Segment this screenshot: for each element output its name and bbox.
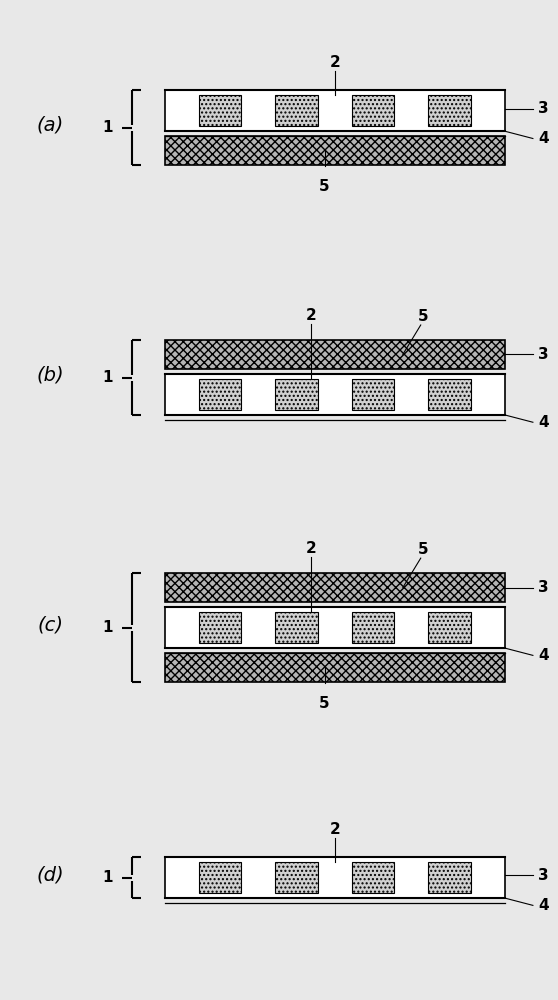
- Bar: [165, 136, 505, 165]
- Bar: [165, 90, 505, 131]
- Text: 1: 1: [103, 370, 113, 385]
- Text: 2: 2: [306, 308, 316, 322]
- Bar: [199, 862, 241, 893]
- Text: 2: 2: [306, 541, 316, 556]
- Bar: [275, 95, 318, 126]
- Text: 5: 5: [319, 179, 330, 194]
- Bar: [199, 612, 241, 643]
- Bar: [429, 95, 471, 126]
- Bar: [165, 573, 505, 602]
- Bar: [275, 379, 318, 410]
- Bar: [352, 862, 395, 893]
- Bar: [199, 379, 241, 410]
- Text: 3: 3: [538, 347, 549, 362]
- Text: 1: 1: [103, 620, 113, 635]
- Bar: [352, 95, 395, 126]
- Text: 4: 4: [538, 415, 549, 430]
- Bar: [165, 653, 505, 682]
- Text: 4: 4: [538, 648, 549, 663]
- Text: 2: 2: [329, 822, 340, 837]
- Text: (c): (c): [37, 615, 63, 635]
- Bar: [352, 612, 395, 643]
- Bar: [165, 857, 505, 898]
- Bar: [429, 862, 471, 893]
- Bar: [352, 379, 395, 410]
- Bar: [199, 95, 241, 126]
- Text: 4: 4: [538, 131, 549, 146]
- Bar: [165, 607, 505, 648]
- Bar: [275, 612, 318, 643]
- Text: 4: 4: [538, 898, 549, 913]
- Bar: [429, 612, 471, 643]
- Bar: [429, 379, 471, 410]
- Text: (a): (a): [37, 115, 64, 134]
- Text: 1: 1: [103, 120, 113, 135]
- Text: 3: 3: [538, 101, 549, 116]
- Text: 3: 3: [538, 580, 549, 595]
- Text: 5: 5: [417, 542, 429, 557]
- Bar: [165, 340, 505, 369]
- Text: 3: 3: [538, 868, 549, 883]
- Bar: [275, 862, 318, 893]
- Text: 5: 5: [319, 696, 330, 711]
- Text: (b): (b): [36, 365, 64, 384]
- Text: 5: 5: [417, 309, 429, 324]
- Text: (d): (d): [36, 865, 64, 884]
- Bar: [165, 374, 505, 415]
- Text: 2: 2: [329, 55, 340, 70]
- Text: 1: 1: [103, 870, 113, 885]
